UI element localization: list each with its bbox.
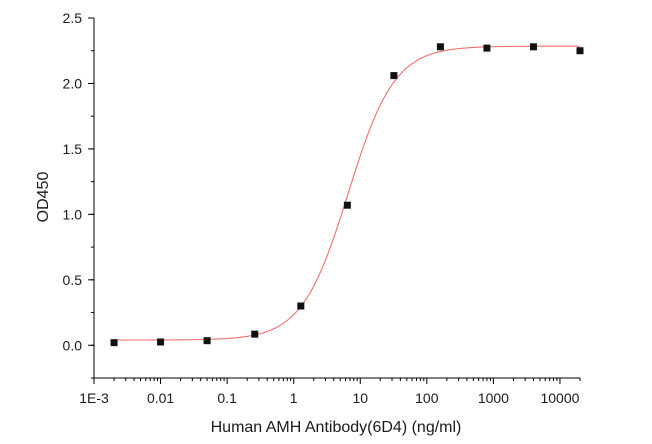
data-point <box>297 302 305 310</box>
y-tick-label: 1.5 <box>63 141 83 157</box>
data-point <box>157 338 165 346</box>
x-tick-label: 10000 <box>540 390 579 406</box>
data-point <box>483 44 491 52</box>
y-tick-label: 2.5 <box>63 10 83 26</box>
y-axis-title: OD450 <box>35 172 52 223</box>
y-tick-label: 1.0 <box>63 206 83 222</box>
data-point <box>576 47 584 55</box>
x-tick-label: 0.1 <box>217 390 237 406</box>
x-tick-label: 0.01 <box>147 390 174 406</box>
y-axis-ticks: 0.0 0.5 1.0 1.5 2.0 2.5 <box>63 10 94 379</box>
x-tick-label: 1E-3 <box>79 390 109 406</box>
data-point <box>390 72 398 80</box>
y-tick-label: 2.0 <box>63 75 83 91</box>
data-point <box>436 43 444 51</box>
data-points <box>110 43 584 347</box>
data-point <box>251 330 259 338</box>
x-tick-label: 1 <box>290 390 298 406</box>
fit-curve <box>114 45 580 341</box>
x-tick-label: 100 <box>415 390 439 406</box>
data-point <box>110 339 118 347</box>
y-tick-label: 0.5 <box>63 272 83 288</box>
data-point <box>343 201 351 209</box>
x-tick-label: 10 <box>352 390 368 406</box>
data-point <box>529 43 537 51</box>
y-tick-label: 0.0 <box>63 337 83 353</box>
x-axis-ticks: 1E-3 0.01 0.1 1 10 100 1000 10000 <box>79 378 581 406</box>
axes <box>93 18 580 379</box>
x-tick-label: 1000 <box>478 390 509 406</box>
x-axis-title: Human AMH Antibody(6D4) (ng/ml) <box>211 419 462 436</box>
data-point <box>203 337 211 345</box>
